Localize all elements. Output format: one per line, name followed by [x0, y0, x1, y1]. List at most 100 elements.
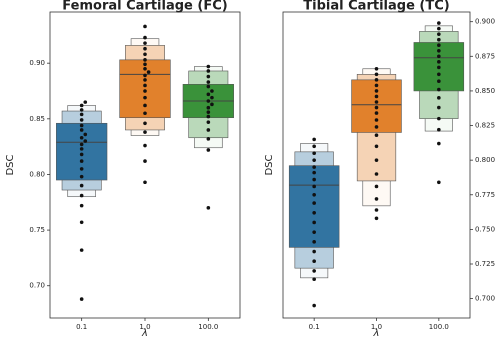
swarm-point: [437, 60, 441, 64]
swarm-point: [79, 108, 84, 112]
swarm-point: [312, 192, 316, 197]
swarm-point: [437, 26, 441, 31]
swarm-point: [312, 137, 316, 142]
swarm-point: [312, 240, 316, 244]
swarm-point: [79, 112, 84, 117]
swarm-point: [206, 128, 211, 132]
x-tick-label: 1.0: [371, 323, 382, 331]
swarm-point: [143, 83, 147, 88]
swarm-point: [374, 66, 379, 71]
swarm-point: [374, 105, 379, 110]
swarm-point: [374, 100, 379, 104]
x-axis-label: λ: [373, 328, 380, 339]
swarm-point: [79, 167, 84, 171]
swarm-point: [206, 74, 211, 79]
swarm-point: [374, 118, 379, 122]
y-tick-label: 0.775: [475, 191, 495, 199]
swarm-point: [206, 120, 211, 124]
swarm-point: [312, 165, 316, 169]
swarm-point: [312, 144, 316, 149]
swarm-point: [312, 170, 316, 175]
x-tick-label: 0.1: [76, 323, 87, 331]
swarm-point: [312, 184, 316, 189]
swarm-point: [374, 83, 379, 88]
y-tick-label: 0.750: [475, 225, 495, 233]
swarm-point: [206, 92, 211, 97]
boxen-level: [56, 122, 108, 181]
swarm-point: [210, 95, 214, 100]
swarm-point: [437, 116, 441, 121]
swarm-point: [206, 137, 211, 141]
swarm-point: [143, 46, 147, 51]
y-tick-label: 0.725: [475, 260, 495, 268]
y-axis-label: DSC: [5, 154, 16, 175]
swarm-point: [79, 220, 84, 225]
swarm-point: [79, 203, 84, 208]
swarm-point: [437, 141, 441, 146]
swarm-point: [143, 78, 147, 82]
swarm-point: [206, 114, 211, 119]
swarm-point: [312, 158, 316, 162]
chart-title: Tibial Cartilage (TC): [303, 0, 449, 14]
swarm-point: [374, 216, 379, 221]
x-axis-label: λ: [141, 328, 148, 339]
y-tick-label: 0.75: [29, 226, 45, 234]
swarm-point: [79, 118, 84, 122]
swarm-point: [143, 180, 147, 185]
swarm-point: [374, 78, 379, 82]
y-tick-label: 0.825: [475, 122, 495, 130]
swarm-point: [206, 99, 211, 103]
y-tick-label: 0.80: [29, 170, 45, 178]
swarm-point: [437, 87, 441, 92]
swarm-point: [83, 139, 88, 143]
swarm-point: [437, 21, 441, 25]
swarm-point: [143, 111, 147, 116]
swarm-point: [79, 159, 84, 163]
swarm-point: [79, 103, 84, 108]
swarm-point: [210, 102, 214, 107]
swarm-point: [374, 125, 379, 129]
swarm-point: [79, 152, 84, 157]
swarm-point: [143, 66, 147, 71]
swarm-point: [143, 95, 147, 100]
swarm-point: [79, 183, 84, 188]
swarm-point: [437, 37, 441, 42]
swarm-point: [312, 230, 316, 234]
swarm-point: [374, 208, 379, 212]
swarm-point: [143, 143, 147, 148]
swarm-point: [312, 277, 316, 282]
swarm-point: [374, 72, 379, 77]
swarm-point: [312, 201, 316, 205]
swarm-point: [206, 148, 211, 152]
swarm-point: [143, 89, 147, 93]
swarm-point: [143, 103, 147, 108]
swarm-point: [146, 70, 151, 74]
swarm-point: [374, 89, 379, 93]
swarm-point: [143, 62, 147, 67]
chart-title: Femoral Cartilage (FC): [62, 0, 227, 14]
swarm-point: [79, 128, 84, 132]
swarm-point: [206, 206, 211, 210]
swarm-point: [374, 111, 379, 115]
x-tick-label: 100.0: [198, 323, 218, 331]
swarm-point: [79, 142, 84, 147]
swarm-point: [206, 110, 211, 114]
swarm-point: [437, 96, 441, 100]
swarm-point: [312, 269, 316, 273]
swarm-point: [79, 174, 84, 179]
y-tick-label: 0.85: [29, 115, 45, 123]
y-axis-label: DSC: [264, 154, 275, 175]
x-tick-label: 0.1: [309, 323, 320, 331]
swarm-point: [143, 159, 147, 163]
swarm-point: [143, 24, 147, 29]
swarm-point: [437, 48, 441, 53]
swarm-point: [143, 52, 147, 57]
swarm-point: [374, 94, 379, 99]
swarm-point: [210, 89, 214, 93]
y-tick-label: 0.70: [29, 282, 45, 290]
swarm-point: [312, 151, 316, 156]
swarm-point: [437, 43, 441, 48]
swarm-point: [206, 69, 211, 73]
swarm-point: [206, 84, 211, 89]
swarm-point: [437, 54, 441, 59]
